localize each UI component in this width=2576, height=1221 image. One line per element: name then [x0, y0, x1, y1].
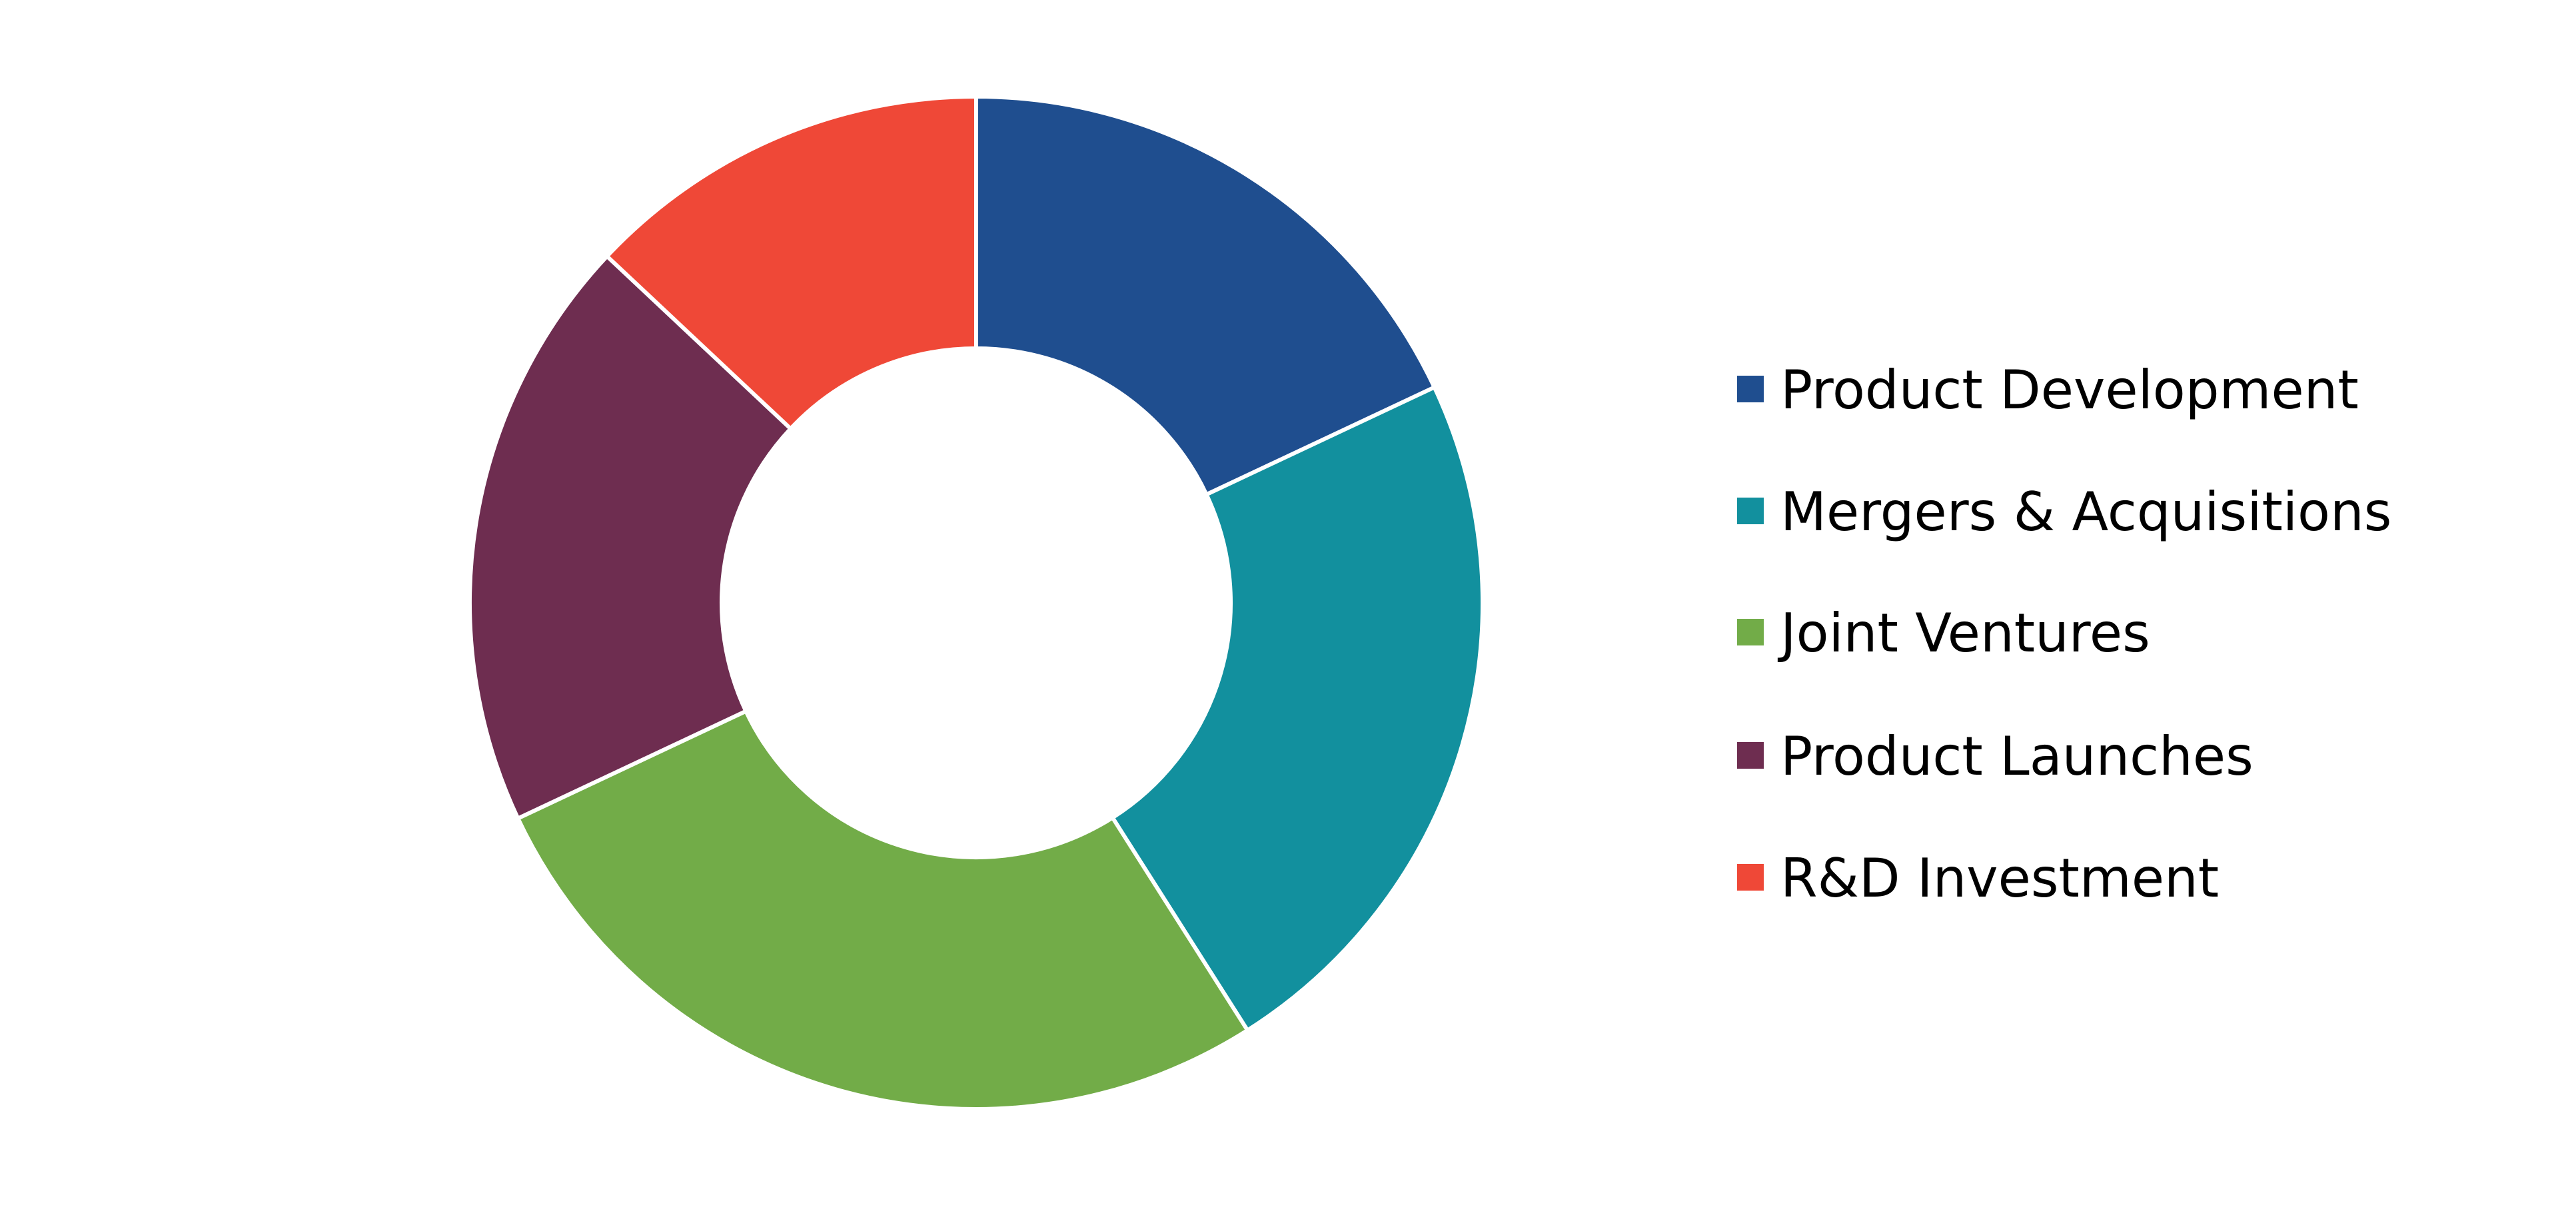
legend: Product Development Mergers & Acquisition… — [1737, 359, 2391, 909]
slice-joint-ventures — [515, 708, 1251, 1112]
slice-r-d-investment — [604, 94, 978, 432]
legend-label: Joint Ventures — [1777, 602, 2150, 664]
legend-item: Joint Ventures — [1737, 602, 2150, 664]
legend-label: Product Launches — [1780, 725, 2254, 787]
legend-item: R&D Investment — [1737, 847, 2219, 909]
legend-label: R&D Investment — [1780, 847, 2219, 909]
legend-label: Mergers & Acquisitions — [1780, 481, 2391, 543]
legend-label: Product Development — [1780, 359, 2359, 421]
slice-mergers-acquisitions — [1109, 384, 1485, 1033]
legend-swatch — [1737, 864, 1764, 891]
slice-product-development — [974, 94, 1437, 498]
legend-swatch — [1737, 376, 1764, 402]
legend-swatch — [1737, 742, 1764, 769]
legend-swatch — [1737, 619, 1764, 645]
legend-item: Mergers & Acquisitions — [1737, 481, 2391, 543]
legend-swatch — [1737, 498, 1764, 524]
legend-item: Product Development — [1737, 359, 2359, 421]
slice-product-launches — [468, 253, 794, 821]
legend-item: Product Launches — [1737, 725, 2254, 787]
donut-slices — [468, 94, 1485, 1112]
